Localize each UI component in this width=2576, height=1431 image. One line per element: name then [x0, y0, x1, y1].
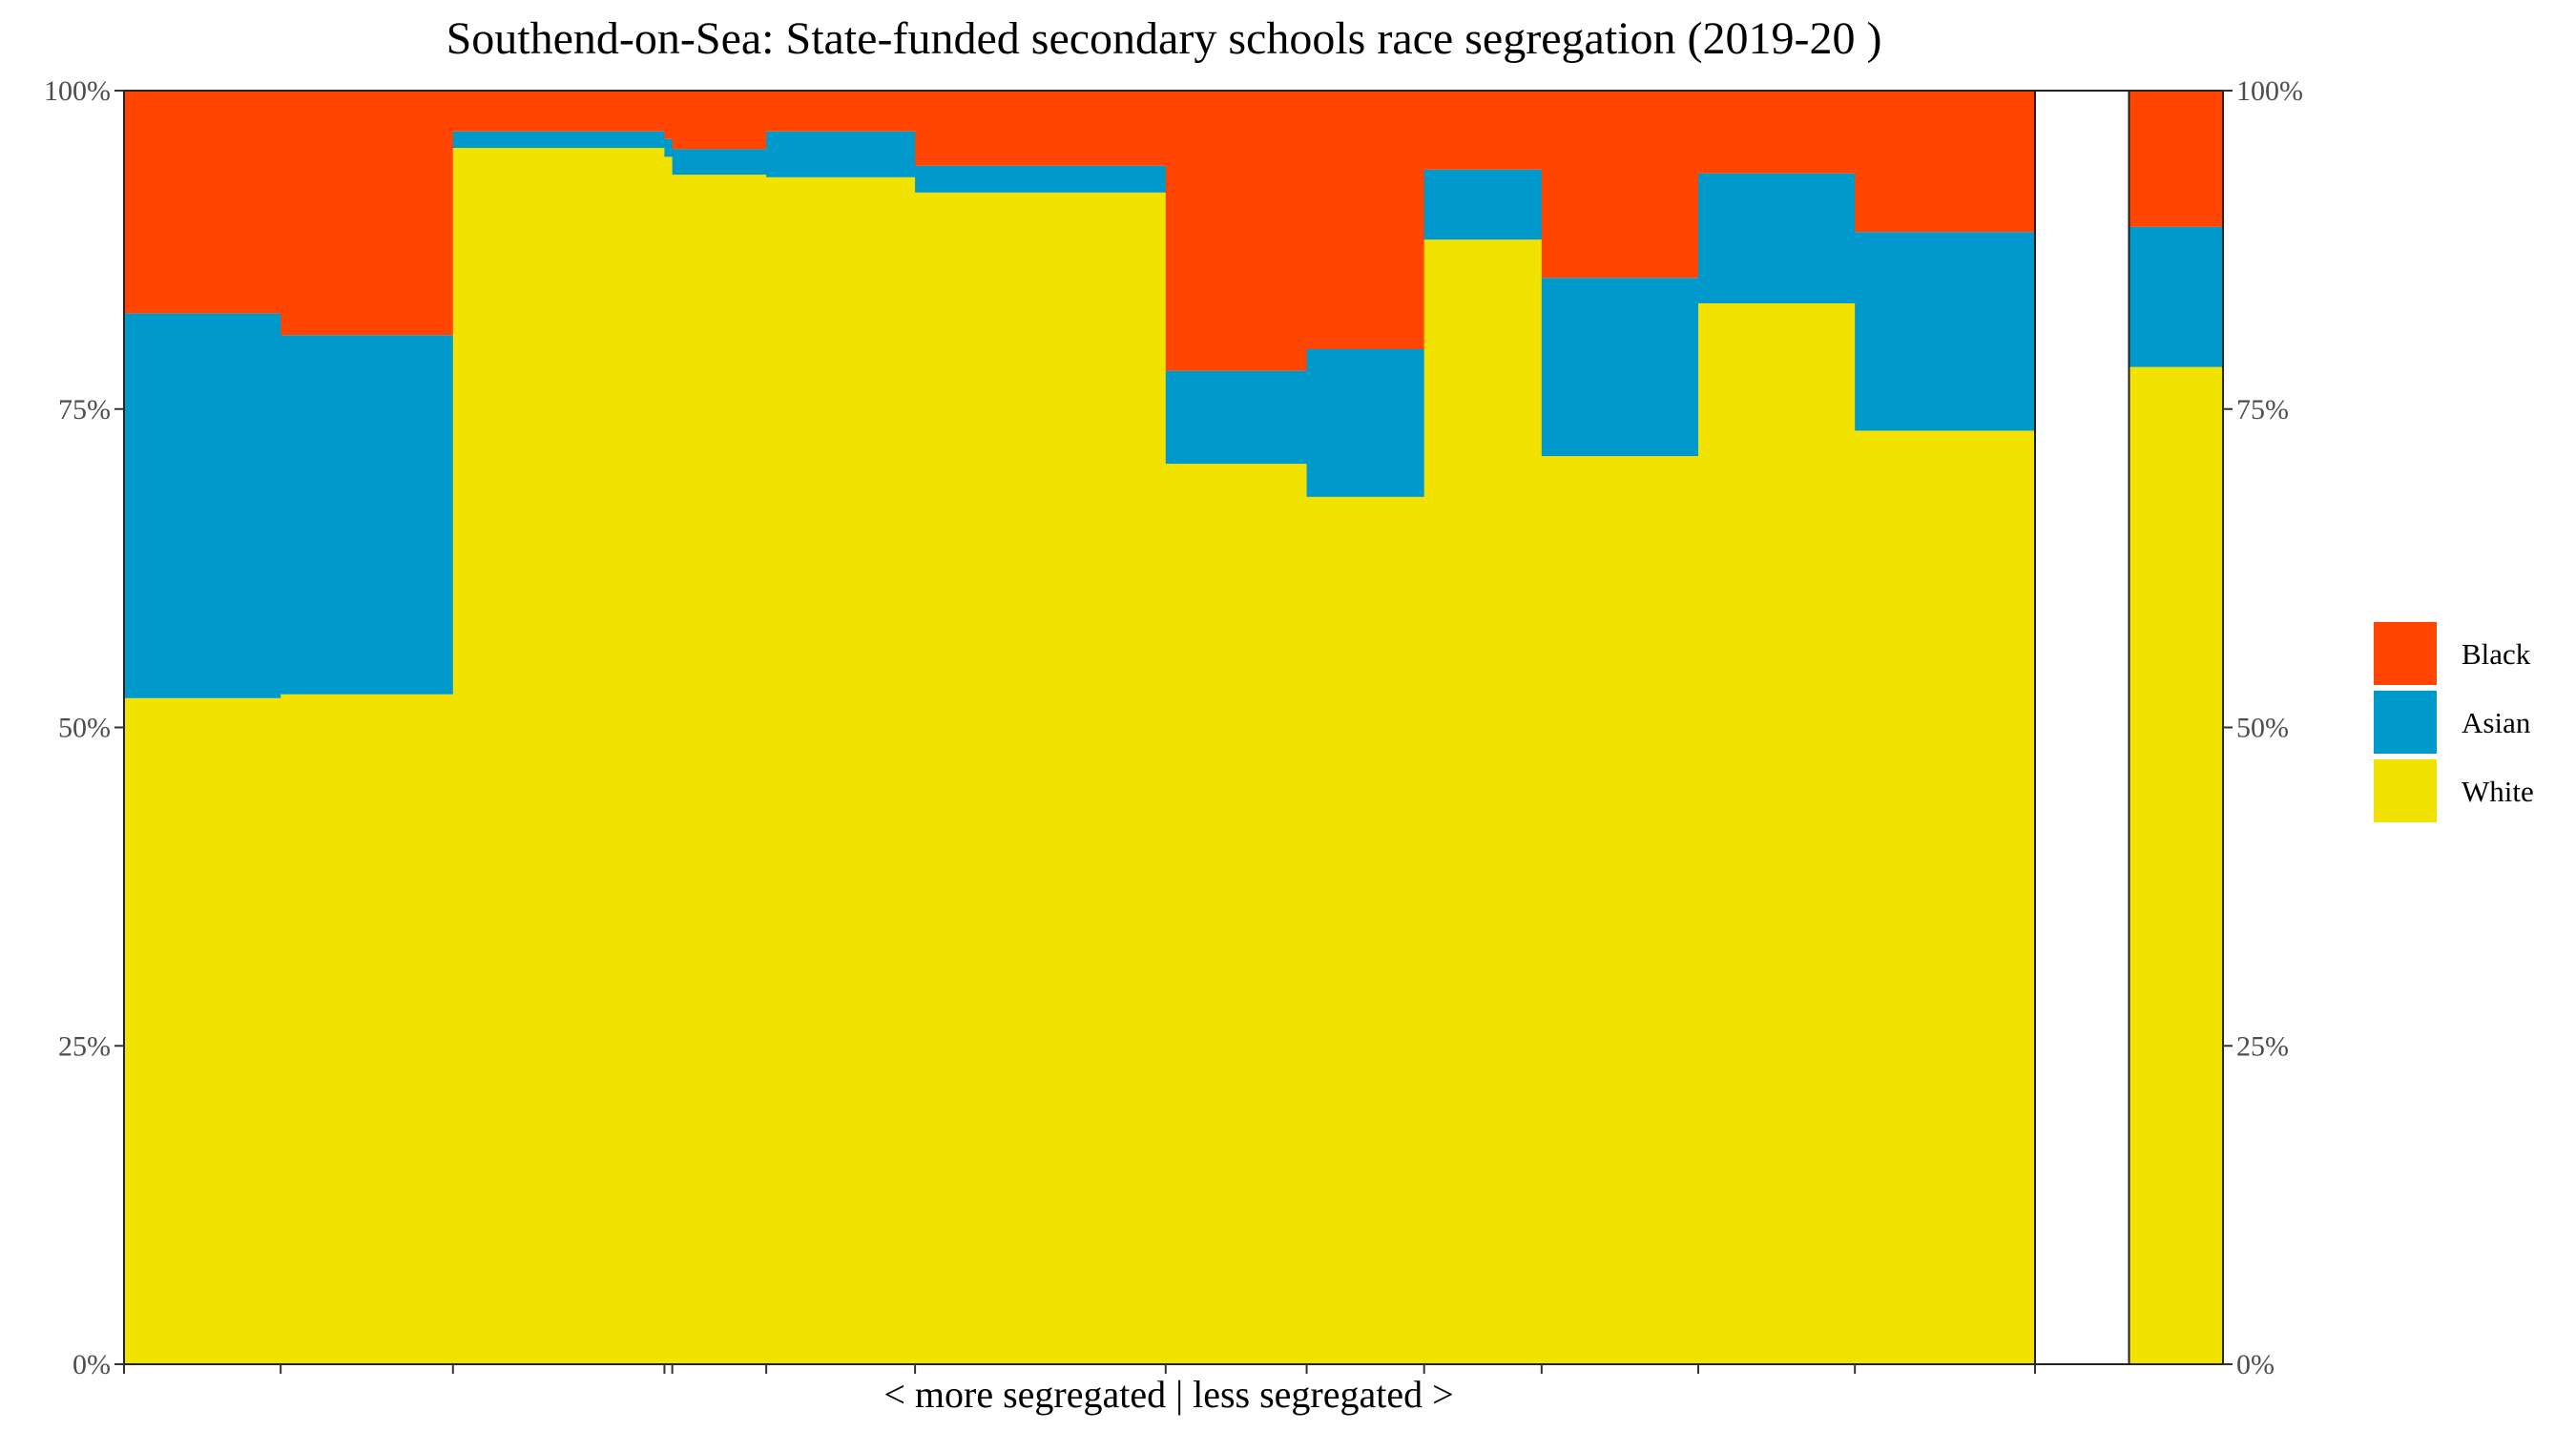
- bar-segment-white-school-4: [664, 156, 674, 1364]
- bar-segment-black-school-2: [280, 91, 454, 336]
- legend-label-asian: Asian: [2462, 706, 2531, 739]
- bar-segment-asian-school-12: [1698, 173, 1856, 303]
- y-tick-label-left: 25%: [58, 1030, 111, 1062]
- bar-segment-black-school-3: [452, 91, 666, 132]
- y-tick-label-left: 75%: [58, 394, 111, 425]
- bar-segment-asian-school-8: [1165, 370, 1308, 465]
- legend-label-black: Black: [2462, 637, 2531, 671]
- bar-segment-black-school-11: [1541, 91, 1699, 279]
- y-tick-label-right: 25%: [2236, 1030, 2289, 1062]
- legend-swatch-asian: [2374, 691, 2437, 754]
- legend-swatch-black: [2374, 622, 2437, 685]
- bar-segment-asian-school-6: [766, 131, 916, 177]
- y-tick-label-right: 75%: [2236, 394, 2289, 425]
- y-tick-label-left: 0%: [73, 1349, 111, 1380]
- bar-segment-black-school-8: [1165, 91, 1308, 371]
- bar-segment-white-school-12: [1698, 302, 1856, 1364]
- bar-segment-black-school-9: [1306, 91, 1425, 350]
- legend: Black Asian White: [2374, 622, 2534, 822]
- bar-segment-black-school-6: [766, 91, 916, 132]
- bar-segment-black-school-7: [915, 91, 1167, 166]
- bar-segment-white-school-1: [124, 697, 281, 1364]
- bar-segment-white-school-3: [452, 148, 666, 1365]
- bar-segment-white-school-2: [280, 694, 454, 1364]
- legend-swatch-white: [2374, 759, 2437, 822]
- bar-segment-asian-school-1: [124, 313, 281, 698]
- axes: 0% 0% 25% 25% 50% 50% 75% 75% 100% 100%: [44, 75, 2303, 1380]
- bar-segment-black-school-13: [1855, 91, 2036, 233]
- bar-segment-white-school-13: [1855, 430, 2036, 1364]
- bars-layer: [124, 91, 2224, 1365]
- bar-segment-asian-school-3: [452, 131, 666, 149]
- gap-panel-border: [2033, 90, 2130, 1365]
- bar-segment-white-school-11: [1541, 456, 1699, 1364]
- chart-title: Southend-on-Sea: State-funded secondary …: [447, 13, 1882, 64]
- y-tick-label-left: 50%: [58, 713, 111, 744]
- bar-segment-asian-school-13: [1855, 232, 2036, 431]
- x-axis-label: < more segregated | less segregated >: [883, 1373, 1453, 1416]
- bar-segment-black-school-1: [124, 91, 281, 314]
- bar-segment-white-school-5: [672, 175, 767, 1365]
- y-tick-label-right: 50%: [2236, 713, 2289, 744]
- y-tick-label-left: 100%: [44, 75, 111, 107]
- bar-segment-asian-school-11: [1541, 278, 1699, 457]
- bar-segment-black-school-10: [1423, 91, 1543, 170]
- bar-segment-black-school-14: [2129, 91, 2224, 227]
- bar-segment-white-school-10: [1423, 239, 1543, 1364]
- bar-segment-white-school-8: [1165, 464, 1308, 1364]
- bar-segment-asian-school-7: [915, 165, 1167, 193]
- y-tick-label-right: 0%: [2236, 1349, 2275, 1380]
- bar-segment-asian-school-10: [1423, 169, 1543, 240]
- bar-segment-white-school-14: [2129, 366, 2224, 1364]
- bar-segment-black-school-5: [672, 91, 767, 150]
- bar-segment-asian-school-4: [664, 138, 674, 157]
- y-tick-label-right: 100%: [2236, 75, 2303, 107]
- bar-segment-white-school-9: [1306, 496, 1425, 1364]
- legend-label-white: White: [2462, 775, 2534, 808]
- bar-segment-asian-school-14: [2129, 226, 2224, 367]
- bar-segment-asian-school-5: [672, 149, 767, 176]
- bar-segment-white-school-7: [915, 192, 1167, 1364]
- bar-segment-asian-school-2: [280, 335, 454, 695]
- bar-segment-black-school-4: [664, 91, 674, 139]
- bar-segment-black-school-12: [1698, 91, 1856, 174]
- bar-segment-asian-school-9: [1306, 349, 1425, 497]
- bar-segment-white-school-6: [766, 176, 916, 1364]
